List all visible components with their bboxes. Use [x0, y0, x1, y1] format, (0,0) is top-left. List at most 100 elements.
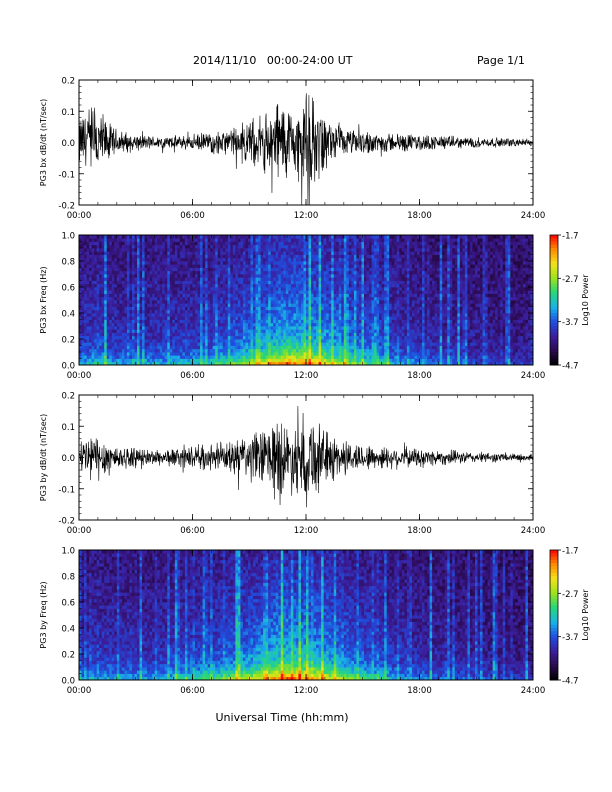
spectrogram-cell: [245, 244, 249, 249]
spectrogram-cell: [263, 300, 267, 304]
spectrogram-cell: [308, 313, 312, 317]
spectrogram-cell: [318, 326, 322, 330]
spectrogram-cell: [200, 329, 203, 333]
spectrogram-cell: [268, 238, 272, 242]
spectrogram-cell: [205, 283, 209, 288]
spectrogram-cell: [134, 355, 138, 359]
spectrogram-cell: [270, 335, 274, 340]
spectrogram-cell: [358, 270, 362, 275]
spectrogram-cell: [200, 358, 203, 363]
spectrogram-cell: [94, 326, 98, 330]
spectrogram-cell: [341, 309, 345, 314]
spectrogram-cell: [358, 361, 362, 366]
spectrogram-cell: [273, 339, 277, 343]
spectrogram-cell: [268, 329, 272, 333]
spectrogram-cell: [275, 270, 279, 275]
spectrogram-cell: [295, 316, 299, 320]
spectrogram-cell: [174, 355, 178, 359]
spectrogram-cell: [331, 296, 335, 301]
spectrogram-cell: [366, 280, 370, 285]
spectrogram-cell: [114, 283, 118, 288]
spectrogram-cell: [316, 254, 320, 259]
spectrogram-cell: [328, 316, 332, 320]
spectrogram-cell: [311, 303, 314, 307]
spectrogram-cell: [280, 274, 284, 278]
spectrogram-cell: [351, 280, 355, 285]
spectrogram-cell: [331, 326, 335, 330]
spectrogram-cell: [270, 345, 274, 350]
spectrogram-cell: [341, 257, 345, 262]
spectrogram-cell: [351, 335, 355, 340]
spectrogram-cell: [285, 339, 289, 343]
spectrogram-cell: [361, 339, 365, 343]
spectrogram-cell: [245, 335, 249, 340]
spectrogram-cell: [195, 329, 198, 333]
spectrogram-cell: [260, 238, 264, 242]
spectrogram-cell: [149, 316, 153, 320]
spectrogram-cell: [313, 257, 317, 262]
spectrogram-cell: [321, 251, 325, 255]
spectrogram-cell: [361, 270, 365, 275]
spectrogram-cell: [293, 313, 297, 317]
spectrogram-cell: [81, 296, 85, 301]
spectrogram-cell: [242, 287, 246, 291]
spectrogram-cell: [361, 342, 365, 346]
spectrogram-cell: [268, 261, 272, 265]
spectrogram-cell: [109, 254, 113, 259]
spectrogram-cell: [351, 348, 355, 353]
spectrogram-cell: [99, 277, 103, 281]
spectrogram-cell: [114, 319, 118, 324]
spectrogram-cell: [212, 254, 216, 259]
spectrogram-cell: [116, 355, 120, 359]
spectrogram-cell: [303, 293, 307, 298]
spectrogram-cell: [379, 361, 383, 366]
spectrogram-cell: [91, 238, 95, 242]
spectrogram-cell: [351, 300, 355, 304]
spectrogram-cell: [245, 348, 249, 353]
spectrogram-cell: [124, 332, 128, 337]
spectrogram-cell: [134, 296, 138, 301]
spectrogram-cell: [313, 316, 317, 320]
spectrogram-cell: [290, 319, 294, 324]
spectrogram-cell: [137, 361, 140, 366]
spectrogram-cell: [227, 332, 231, 337]
spectrogram-cell: [242, 303, 246, 307]
spectrogram-cell: [202, 342, 206, 346]
spectrogram-cell: [116, 270, 120, 275]
spectrogram-cell: [273, 235, 277, 239]
spectrogram-cell: [210, 309, 214, 314]
spectrogram-cell: [167, 244, 171, 249]
spectrogram-cell: [106, 339, 110, 343]
spectrogram-cell: [341, 264, 345, 268]
spectrogram-cell: [353, 274, 357, 278]
spectrogram-cell: [358, 306, 362, 311]
spectrogram-cell: [111, 326, 115, 330]
spectrogram-cell: [139, 348, 143, 353]
spectrogram-cell: [295, 345, 299, 350]
spectrogram-cell: [348, 348, 352, 353]
spectrogram-cell: [311, 309, 314, 314]
spectrogram-cell: [210, 264, 214, 268]
spectrogram-cell: [364, 322, 367, 327]
spectrogram-cell: [121, 274, 125, 278]
spectrogram-cell: [109, 329, 113, 333]
spectrogram-cell: [96, 352, 100, 356]
spectrogram-cell: [250, 345, 254, 350]
spectrogram-cell: [237, 277, 241, 281]
spectrogram-cell: [275, 257, 279, 262]
spectrogram-cell: [245, 339, 249, 343]
spectrogram-cell: [351, 261, 355, 265]
spectrogram-cell: [364, 361, 367, 366]
spectrogram-cell: [99, 329, 103, 333]
spectrogram-cell: [250, 306, 254, 311]
spectrogram-cell: [195, 352, 198, 356]
spectrogram-cell: [356, 358, 360, 363]
spectrogram-cell: [273, 267, 277, 272]
spectrogram-cell: [240, 345, 244, 350]
spectrogram-cell: [94, 283, 98, 288]
spectrogram-cell: [237, 355, 241, 359]
spectrogram-cell: [167, 300, 171, 304]
spectrogram-cell: [369, 326, 372, 330]
spectrogram-cell: [126, 238, 130, 242]
spectrogram-cell: [313, 345, 317, 350]
